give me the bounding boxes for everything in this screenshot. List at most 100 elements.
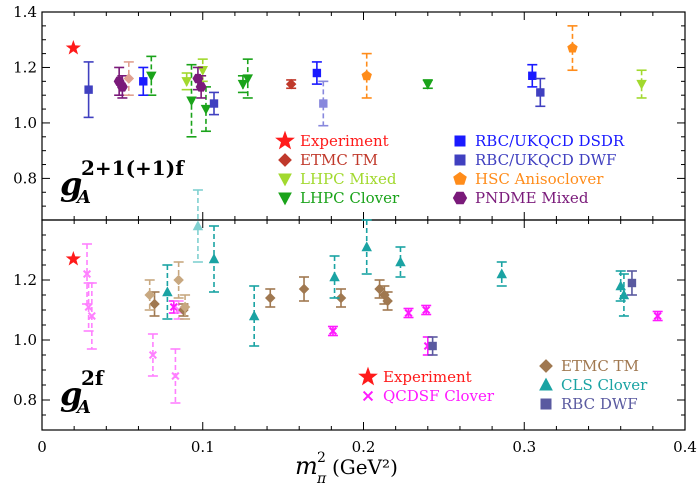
data-point [200,104,212,115]
legend-entry-label: RBC/UKQCD DSDR [475,132,625,150]
legend-entry-label: RBC/UKQCD DWF [475,151,616,169]
y-tick-label: 0.8 [13,391,37,409]
data-point [636,79,647,90]
y-tick-label: 0.8 [13,169,37,187]
data-point [144,289,155,301]
data-point [148,350,157,360]
data-point [186,96,197,107]
x-axis-label-subscript: π [316,471,327,487]
data-point [328,326,338,336]
x-axis-label-unit: (GeV²) [332,455,398,479]
data-point [248,310,260,321]
x-axis-label-superscript: 2 [317,450,326,466]
panel-label-superscript: 2f [81,366,105,390]
series-group [181,58,647,99]
pentagon-marker-icon [453,171,467,185]
x-tick-label: 0.4 [673,438,697,456]
data-point [298,283,310,295]
data-point [237,79,249,90]
diamond-marker-icon [278,153,292,167]
data-point [116,82,128,92]
data-point [87,311,96,321]
y-tick-label: 1.4 [13,3,37,21]
series-group [192,189,204,263]
square-marker-icon [540,398,552,410]
legend-entry-label: PNDME Mixed [475,189,589,207]
data-point [65,40,81,55]
data-point [615,280,626,291]
data-point [179,301,191,313]
data-point [361,70,372,81]
data-point [567,42,578,53]
data-point [84,85,93,94]
series-group [361,25,578,99]
panel-label-subscript: A [75,397,91,418]
star-marker-icon [358,366,378,386]
series-group [144,261,191,320]
panel-label-subscript: A [75,187,91,208]
data-point [428,341,437,351]
data-point [146,71,157,82]
data-point [312,68,322,78]
data-point [149,298,160,310]
data-point [162,286,173,297]
series-group [285,78,297,90]
x-tick-label: 0.1 [191,438,215,456]
data-point [82,269,92,279]
data-point [395,256,406,267]
series-group [168,300,663,356]
series-group [123,61,135,96]
diamond-marker-icon [539,359,553,373]
x-tick-label: 0 [37,438,47,456]
series-group [65,40,81,55]
data-point [319,99,328,108]
data-point [528,71,537,80]
data-point [422,305,431,315]
data-point [335,292,347,304]
data-point [123,73,135,84]
panel-label-symbol: g [60,375,82,413]
data-point [536,88,545,97]
legend-entry-label: RBC DWF [561,395,638,413]
legend-entry-label: ETMC TM [300,151,378,169]
data-point [65,251,81,266]
square-marker-icon [454,154,466,166]
data-point [404,308,413,318]
series-group [427,270,637,356]
data-point [242,74,254,85]
series-group [318,80,329,127]
data-point [209,99,219,108]
data-point [496,268,507,279]
y-tick-label: 1.0 [13,331,37,349]
panel-label-superscript: 2+1(+1)f [81,156,185,180]
hexagon-marker-icon [452,191,468,205]
x-axis-label: m π 2 (GeV²) [295,450,398,487]
panel-label-symbol: g [60,165,82,203]
x-axis-label-symbol: m [295,452,318,480]
tri-up-marker-icon [539,377,553,391]
data-point [195,82,207,92]
legend-entry-label: Experiment [300,132,389,150]
data-point [627,278,637,288]
x-tick-label: 0.2 [352,438,376,456]
series-group [162,219,630,347]
legend-entry-label: Experiment [383,368,472,386]
data-point [422,79,434,90]
data-point [361,241,372,252]
legend-entry-label: QCDSF Clover [383,387,495,405]
data-point [173,274,184,286]
series-group [146,55,434,138]
legend-entry-label: LHPC Mixed [300,170,397,188]
data-point [382,295,393,307]
data-point [181,77,192,88]
y-tick-label: 1.2 [13,271,37,289]
star-marker-icon [275,130,295,150]
square-marker-icon [454,135,466,147]
series-group [149,276,393,317]
legend-entry-label: HSC Anisoclover [475,170,604,188]
data-point [171,371,180,381]
